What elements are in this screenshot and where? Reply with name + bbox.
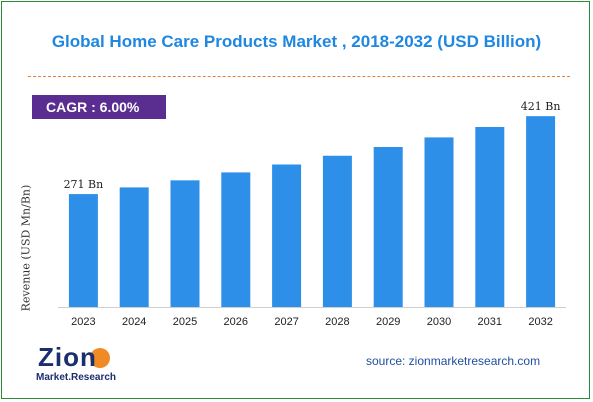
x-tick-label-2031: 2031 <box>478 316 502 328</box>
bar-2023 <box>68 194 98 307</box>
bar-2032 <box>526 116 556 308</box>
data-label-2032: 421 Bn <box>521 100 561 113</box>
bar-2026 <box>221 172 251 307</box>
source-text: source: zionmarketresearch.com <box>366 354 541 368</box>
data-label-2023: 271 Bn <box>64 178 104 191</box>
bar-2031 <box>475 127 505 307</box>
x-tick-label-2032: 2032 <box>528 316 552 328</box>
zion-logo: Zion Market.Research <box>34 342 134 392</box>
x-tick-label-2024: 2024 <box>122 316 146 328</box>
x-tick-label-2026: 2026 <box>224 316 248 328</box>
bar-2028 <box>322 155 352 307</box>
x-tick-label-2030: 2030 <box>427 316 451 328</box>
chart-title: Global Home Care Products Market , 2018-… <box>51 32 542 51</box>
x-tick-label-2028: 2028 <box>325 316 349 328</box>
bar-2030 <box>424 137 454 307</box>
cagr-badge: CAGR : 6.00% <box>32 95 166 119</box>
logo-sub-text: Market.Research <box>36 372 117 383</box>
bar-2025 <box>170 180 200 307</box>
title-divider <box>28 76 570 77</box>
x-tick-label-2029: 2029 <box>376 316 400 328</box>
logo-main-text: Zion <box>38 342 97 372</box>
x-tick-label-2025: 2025 <box>173 316 197 328</box>
x-tick-label-2027: 2027 <box>274 316 298 328</box>
bar-2024 <box>119 187 149 307</box>
bar-2027 <box>272 164 302 307</box>
bar-2029 <box>373 147 403 307</box>
logo-dot-icon <box>90 348 110 368</box>
x-tick-label-2023: 2023 <box>71 316 95 328</box>
